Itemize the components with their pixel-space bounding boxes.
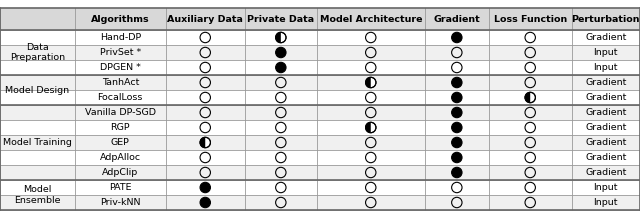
Wedge shape: [365, 77, 371, 88]
Circle shape: [200, 137, 211, 148]
Text: Model Architecture: Model Architecture: [319, 15, 422, 24]
Text: PrivSet *: PrivSet *: [100, 48, 141, 57]
Circle shape: [452, 32, 462, 43]
Text: RGP: RGP: [111, 123, 130, 132]
Bar: [0, 60, 640, 75]
Circle shape: [276, 62, 286, 73]
Bar: [0, 120, 640, 135]
Bar: [75, 8, 640, 30]
Text: Gradient: Gradient: [585, 168, 627, 177]
Circle shape: [365, 122, 376, 133]
Text: FocalLoss: FocalLoss: [97, 93, 143, 102]
Circle shape: [452, 107, 462, 118]
Text: Gradient: Gradient: [585, 108, 627, 117]
Bar: [0, 105, 640, 120]
Text: Private Data: Private Data: [247, 15, 314, 24]
Bar: [0, 180, 640, 195]
Wedge shape: [200, 137, 205, 148]
Circle shape: [200, 182, 211, 193]
Text: Priv-kNN: Priv-kNN: [100, 198, 141, 207]
Bar: [0, 75, 640, 90]
Text: Gradient: Gradient: [433, 15, 480, 24]
Circle shape: [452, 167, 462, 178]
Circle shape: [452, 77, 462, 88]
Text: DPGEN *: DPGEN *: [100, 63, 141, 72]
Circle shape: [525, 92, 536, 103]
Text: Gradient: Gradient: [585, 93, 627, 102]
Text: AdpClip: AdpClip: [102, 168, 138, 177]
Text: Gradient: Gradient: [585, 78, 627, 87]
Circle shape: [276, 47, 286, 58]
Bar: [0, 8, 75, 30]
Bar: [0, 30, 640, 45]
Text: AdpAlloc: AdpAlloc: [100, 153, 141, 162]
Bar: [0, 90, 640, 105]
Circle shape: [365, 77, 376, 88]
Bar: [0, 150, 640, 165]
Text: Gradient: Gradient: [585, 33, 627, 42]
Circle shape: [452, 92, 462, 103]
Text: Model Training: Model Training: [3, 138, 72, 147]
Text: Input: Input: [593, 48, 618, 57]
Text: Model Design: Model Design: [6, 85, 70, 94]
Text: GEP: GEP: [111, 138, 130, 147]
Wedge shape: [276, 32, 281, 43]
Text: PATE: PATE: [109, 183, 132, 192]
Text: TanhAct: TanhAct: [102, 78, 139, 87]
Text: Hand-DP: Hand-DP: [100, 33, 141, 42]
Wedge shape: [525, 92, 530, 103]
Text: Loss Function: Loss Function: [493, 15, 567, 24]
Wedge shape: [365, 122, 371, 133]
Text: Perturbation: Perturbation: [572, 15, 640, 24]
Text: Gradient: Gradient: [585, 123, 627, 132]
Text: Auxiliary Data: Auxiliary Data: [167, 15, 243, 24]
Circle shape: [452, 152, 462, 163]
Text: Model Ensemble: Model Ensemble: [14, 185, 61, 205]
Text: Input: Input: [593, 63, 618, 72]
Bar: [0, 135, 640, 150]
Bar: [0, 165, 640, 180]
Text: Data Preparation: Data Preparation: [10, 43, 65, 62]
Circle shape: [200, 197, 211, 208]
Circle shape: [452, 122, 462, 133]
Circle shape: [452, 137, 462, 148]
Bar: [0, 45, 640, 60]
Text: Input: Input: [593, 183, 618, 192]
Circle shape: [276, 32, 286, 43]
Text: Input: Input: [593, 198, 618, 207]
Bar: [0, 195, 640, 210]
Text: Algorithms: Algorithms: [91, 15, 150, 24]
Text: Gradient: Gradient: [585, 153, 627, 162]
Text: Gradient: Gradient: [585, 138, 627, 147]
Text: Vanilla DP-SGD: Vanilla DP-SGD: [84, 108, 156, 117]
